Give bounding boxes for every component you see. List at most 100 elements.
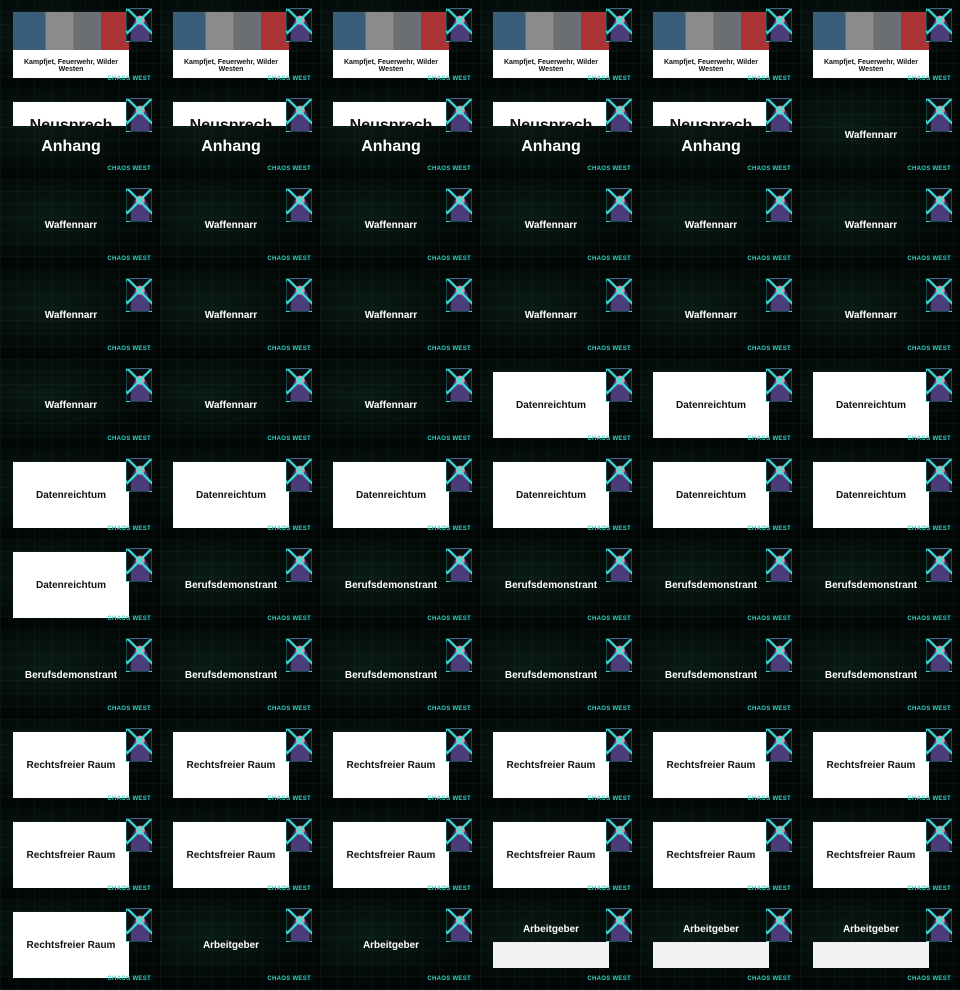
slide-title: Berufsdemonstrant bbox=[664, 669, 758, 681]
speaker-camera-inset bbox=[446, 368, 472, 402]
video-frame-thumbnail[interactable]: Berufsdemonstrant CHAOS WEST bbox=[320, 630, 480, 720]
slide-title: Waffennarr bbox=[684, 219, 738, 231]
slide-title: Waffennarr bbox=[524, 219, 578, 231]
slide-title: Waffennarr bbox=[524, 309, 578, 321]
video-frame-thumbnail[interactable]: Waffennarr CHAOS WEST bbox=[640, 270, 800, 360]
video-frame-thumbnail[interactable]: Rechtsfreier Raum CHAOS WEST bbox=[320, 810, 480, 900]
video-frame-thumbnail[interactable]: Berufsdemonstrant CHAOS WEST bbox=[160, 540, 320, 630]
video-frame-thumbnail[interactable]: Datenreichtum CHAOS WEST bbox=[800, 360, 960, 450]
chaos-west-logo: CHAOS WEST bbox=[747, 526, 791, 532]
chaos-west-logo: CHAOS WEST bbox=[587, 886, 631, 892]
video-frame-thumbnail[interactable]: Rechtsfreier Raum CHAOS WEST bbox=[640, 720, 800, 810]
slide-title: Waffennarr bbox=[44, 399, 98, 411]
video-frame-thumbnail[interactable]: Arbeitgeber CHAOS WEST bbox=[800, 900, 960, 990]
video-frame-thumbnail[interactable]: Waffennarr CHAOS WEST bbox=[0, 270, 160, 360]
slide-title: Datenreichtum bbox=[13, 462, 129, 528]
video-frame-thumbnail[interactable]: Kampfjet, Feuerwehr, Wilder Westen CHAOS … bbox=[480, 0, 640, 90]
speaker-camera-inset bbox=[606, 368, 632, 402]
video-frame-thumbnail[interactable]: Berufsdemonstrant CHAOS WEST bbox=[800, 540, 960, 630]
video-frame-thumbnail[interactable]: Rechtsfreier Raum CHAOS WEST bbox=[800, 810, 960, 900]
slide-title: Arbeitgeber bbox=[682, 924, 740, 935]
chaos-west-logo: CHAOS WEST bbox=[587, 346, 631, 352]
speaker-camera-inset bbox=[286, 98, 312, 132]
video-frame-thumbnail[interactable]: Neusprech Anhang CHAOS WEST bbox=[160, 90, 320, 180]
video-frame-thumbnail[interactable]: Datenreichtum CHAOS WEST bbox=[480, 360, 640, 450]
video-frame-thumbnail[interactable]: Arbeitgeber CHAOS WEST bbox=[480, 900, 640, 990]
video-frame-thumbnail[interactable]: Datenreichtum CHAOS WEST bbox=[480, 450, 640, 540]
video-frame-thumbnail[interactable]: Waffennarr CHAOS WEST bbox=[800, 180, 960, 270]
video-frame-thumbnail[interactable]: Waffennarr CHAOS WEST bbox=[320, 180, 480, 270]
video-frame-thumbnail[interactable]: Berufsdemonstrant CHAOS WEST bbox=[160, 630, 320, 720]
video-frame-thumbnail[interactable]: Rechtsfreier Raum CHAOS WEST bbox=[0, 720, 160, 810]
video-frame-thumbnail[interactable]: Berufsdemonstrant CHAOS WEST bbox=[480, 540, 640, 630]
chaos-west-logo: CHAOS WEST bbox=[747, 886, 791, 892]
slide-title: Datenreichtum bbox=[173, 462, 289, 528]
speaker-camera-inset bbox=[126, 278, 152, 312]
video-frame-thumbnail[interactable]: Neusprech Anhang CHAOS WEST bbox=[0, 90, 160, 180]
slide-title-line-2: Anhang bbox=[41, 138, 101, 155]
video-frame-thumbnail[interactable]: Datenreichtum CHAOS WEST bbox=[0, 450, 160, 540]
video-frame-thumbnail[interactable]: Waffennarr CHAOS WEST bbox=[0, 360, 160, 450]
speaker-camera-inset bbox=[926, 908, 952, 942]
video-frame-thumbnail[interactable]: Berufsdemonstrant CHAOS WEST bbox=[320, 540, 480, 630]
video-frame-thumbnail[interactable]: Kampfjet, Feuerwehr, Wilder Westen CHAOS … bbox=[320, 0, 480, 90]
video-frame-thumbnail[interactable]: Rechtsfreier Raum CHAOS WEST bbox=[0, 900, 160, 990]
slide-title: Waffennarr bbox=[364, 309, 418, 321]
video-frame-thumbnail[interactable]: Rechtsfreier Raum CHAOS WEST bbox=[800, 720, 960, 810]
video-frame-thumbnail[interactable]: Datenreichtum CHAOS WEST bbox=[800, 450, 960, 540]
video-frame-thumbnail[interactable]: Waffennarr CHAOS WEST bbox=[0, 180, 160, 270]
video-frame-thumbnail[interactable]: Rechtsfreier Raum CHAOS WEST bbox=[0, 810, 160, 900]
speaker-camera-inset bbox=[766, 728, 792, 762]
video-frame-thumbnail[interactable]: Datenreichtum CHAOS WEST bbox=[320, 450, 480, 540]
chaos-west-logo: CHAOS WEST bbox=[107, 616, 151, 622]
video-frame-thumbnail[interactable]: Arbeitgeber CHAOS WEST bbox=[640, 900, 800, 990]
video-frame-thumbnail[interactable]: Waffennarr CHAOS WEST bbox=[160, 360, 320, 450]
slide-title: Berufsdemonstrant bbox=[504, 669, 598, 681]
video-frame-thumbnail[interactable]: Rechtsfreier Raum CHAOS WEST bbox=[480, 810, 640, 900]
video-frame-thumbnail[interactable]: Waffennarr CHAOS WEST bbox=[800, 270, 960, 360]
video-frame-thumbnail[interactable]: Datenreichtum CHAOS WEST bbox=[0, 540, 160, 630]
video-frame-thumbnail[interactable]: Waffennarr CHAOS WEST bbox=[320, 360, 480, 450]
video-frame-thumbnail[interactable]: Waffennarr CHAOS WEST bbox=[480, 270, 640, 360]
video-frame-thumbnail[interactable]: Berufsdemonstrant CHAOS WEST bbox=[640, 630, 800, 720]
video-frame-thumbnail[interactable]: Waffennarr CHAOS WEST bbox=[640, 180, 800, 270]
video-frame-thumbnail[interactable]: Datenreichtum CHAOS WEST bbox=[640, 360, 800, 450]
video-frame-thumbnail[interactable]: Datenreichtum CHAOS WEST bbox=[160, 450, 320, 540]
video-frame-thumbnail[interactable]: Kampfjet, Feuerwehr, Wilder Westen CHAOS … bbox=[160, 0, 320, 90]
video-frame-thumbnail[interactable]: Neusprech Anhang CHAOS WEST bbox=[320, 90, 480, 180]
video-frame-thumbnail[interactable]: Rechtsfreier Raum CHAOS WEST bbox=[160, 720, 320, 810]
chaos-west-logo: CHAOS WEST bbox=[267, 616, 311, 622]
video-frame-thumbnail[interactable]: Neusprech Anhang CHAOS WEST bbox=[480, 90, 640, 180]
slide-title: Waffennarr bbox=[204, 309, 258, 321]
video-frame-thumbnail[interactable]: Neusprech Anhang CHAOS WEST bbox=[640, 90, 800, 180]
video-frame-thumbnail[interactable]: Berufsdemonstrant CHAOS WEST bbox=[480, 630, 640, 720]
speaker-camera-inset bbox=[606, 548, 632, 582]
slide-title: Datenreichtum bbox=[813, 462, 929, 528]
slide-title-line-2: Anhang bbox=[521, 138, 581, 155]
video-frame-thumbnail[interactable]: Rechtsfreier Raum CHAOS WEST bbox=[160, 810, 320, 900]
slide-title: Berufsdemonstrant bbox=[504, 579, 598, 591]
video-frame-thumbnail[interactable]: Waffennarr CHAOS WEST bbox=[800, 90, 960, 180]
video-frame-thumbnail[interactable]: Arbeitgeber CHAOS WEST bbox=[320, 900, 480, 990]
video-frame-thumbnail[interactable]: Berufsdemonstrant CHAOS WEST bbox=[800, 630, 960, 720]
slide-title: Kampfjet, Feuerwehr, Wilder Westen bbox=[343, 58, 439, 74]
video-frame-thumbnail[interactable]: Waffennarr CHAOS WEST bbox=[320, 270, 480, 360]
video-frame-thumbnail[interactable]: Kampfjet, Feuerwehr, Wilder Westen CHAOS … bbox=[0, 0, 160, 90]
video-frame-thumbnail[interactable]: Kampfjet, Feuerwehr, Wilder Westen CHAOS … bbox=[640, 0, 800, 90]
video-frame-thumbnail[interactable]: Datenreichtum CHAOS WEST bbox=[640, 450, 800, 540]
video-frame-thumbnail[interactable]: Rechtsfreier Raum CHAOS WEST bbox=[640, 810, 800, 900]
slide-section-title: Neusprech Anhang bbox=[173, 102, 289, 168]
speaker-camera-inset bbox=[766, 458, 792, 492]
video-frame-thumbnail[interactable]: Waffennarr CHAOS WEST bbox=[160, 270, 320, 360]
video-frame-thumbnail[interactable]: Waffennarr CHAOS WEST bbox=[480, 180, 640, 270]
chaos-west-logo: CHAOS WEST bbox=[587, 256, 631, 262]
video-frame-thumbnail[interactable]: Berufsdemonstrant CHAOS WEST bbox=[640, 540, 800, 630]
video-frame-thumbnail[interactable]: Waffennarr CHAOS WEST bbox=[160, 180, 320, 270]
video-frame-thumbnail[interactable]: Arbeitgeber CHAOS WEST bbox=[160, 900, 320, 990]
video-frame-thumbnail[interactable]: Rechtsfreier Raum CHAOS WEST bbox=[480, 720, 640, 810]
chaos-west-logo: CHAOS WEST bbox=[107, 526, 151, 532]
slide-title: Rechtsfreier Raum bbox=[13, 912, 129, 978]
video-frame-thumbnail[interactable]: Kampfjet, Feuerwehr, Wilder Westen CHAOS … bbox=[800, 0, 960, 90]
video-frame-thumbnail[interactable]: Rechtsfreier Raum CHAOS WEST bbox=[320, 720, 480, 810]
video-frame-thumbnail[interactable]: Berufsdemonstrant CHAOS WEST bbox=[0, 630, 160, 720]
